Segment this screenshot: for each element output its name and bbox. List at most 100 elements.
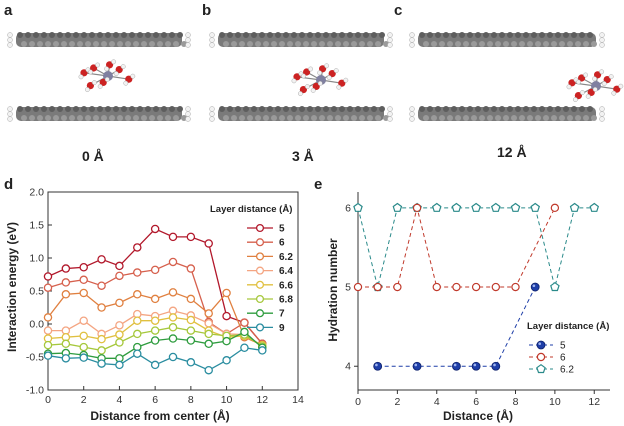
- carbon-atom: [165, 115, 171, 121]
- hydrogen-atom: [343, 77, 349, 83]
- hydrogen-atom: [301, 73, 306, 79]
- carbon-atom: [303, 115, 309, 121]
- data-point: [186, 358, 196, 367]
- hydrogen-atom: [310, 88, 316, 93]
- carbon-atom: [117, 41, 123, 47]
- carbon-atom: [161, 106, 167, 112]
- carbon-atom: [25, 106, 31, 112]
- legend-label: 5: [560, 341, 566, 352]
- carbon-atom: [173, 115, 179, 121]
- hydrogen-atom: [333, 68, 339, 74]
- carbon-atom: [133, 41, 139, 47]
- carbon-atom: [125, 115, 131, 121]
- carbon-atom: [77, 115, 83, 121]
- carbon-atom: [495, 115, 501, 121]
- carbon-atom: [37, 41, 43, 47]
- carbon-atom: [579, 106, 585, 112]
- data-point: [133, 349, 142, 358]
- data-point: [186, 232, 196, 242]
- carbon-atom: [29, 41, 35, 47]
- carbon-atom: [551, 41, 557, 47]
- carbon-atom: [169, 106, 175, 112]
- carbon-atom: [81, 106, 87, 112]
- carbon-atom: [543, 41, 549, 47]
- data-point: [536, 363, 546, 374]
- carbon-atom: [459, 106, 465, 112]
- oxygen-atom: [303, 68, 311, 76]
- carbon-atom: [227, 106, 233, 112]
- carbon-atom: [571, 32, 577, 38]
- x-tick-label: 4: [434, 396, 440, 408]
- data-point: [133, 268, 142, 277]
- carbon-atom: [85, 115, 91, 121]
- data-point: [43, 313, 53, 322]
- legend-label: 7: [279, 309, 285, 320]
- carbon-atom: [243, 106, 249, 112]
- carbon-atom: [491, 106, 497, 112]
- data-point: [97, 334, 106, 344]
- carbon-atom: [311, 115, 317, 121]
- carbon-atom: [307, 32, 313, 38]
- hydrogen-atom: [130, 73, 136, 79]
- carbon-atom: [495, 41, 501, 47]
- carbon-atom: [81, 32, 87, 38]
- y-tick-label: 0.5: [29, 286, 44, 298]
- graphene-sheet: [7, 32, 191, 48]
- hydrogen-atom: [95, 62, 101, 68]
- carbon-atom: [483, 106, 489, 112]
- carbon-atom: [375, 115, 381, 121]
- carbon-atom: [315, 32, 321, 38]
- data-point-highlight: [493, 363, 496, 367]
- legend-swatch-marker: [255, 309, 265, 318]
- carbon-atom: [535, 115, 541, 121]
- carbon-atom: [133, 115, 139, 121]
- legend-entry: 6: [529, 353, 566, 364]
- data-point: [115, 298, 124, 308]
- carbon-atom: [327, 115, 333, 121]
- carbon-atom: [291, 106, 297, 112]
- data-point: [168, 334, 178, 343]
- oxygen-atom: [299, 86, 307, 94]
- x-tick-label: 12: [256, 394, 268, 406]
- carbon-atom: [423, 41, 429, 47]
- data-point: [61, 264, 71, 273]
- data-point: [186, 294, 196, 304]
- data-point: [393, 282, 402, 292]
- carbon-atom: [323, 32, 329, 38]
- data-point: [204, 239, 213, 248]
- carbon-atom: [251, 32, 257, 38]
- y-tick-label: 2.0: [29, 187, 44, 199]
- data-point: [61, 278, 71, 287]
- carbon-atom: [379, 106, 385, 112]
- data-point: [432, 282, 441, 292]
- data-point: [168, 313, 178, 322]
- data-point: [97, 346, 106, 355]
- panel-a-label: a: [4, 2, 13, 19]
- data-point: [97, 255, 106, 264]
- carbon-atom: [515, 106, 521, 112]
- hydrogen-atom: [324, 63, 329, 69]
- ion-water-cluster: [566, 69, 624, 103]
- data-point: [258, 346, 267, 355]
- carbon-atom: [259, 106, 265, 112]
- carbon-atom: [519, 115, 525, 121]
- carbon-atom: [271, 115, 277, 121]
- carbon-atom: [507, 32, 513, 38]
- carbon-atom: [311, 41, 317, 47]
- chart-e-ylabel: Hydration number: [326, 238, 340, 342]
- data-point: [43, 340, 53, 350]
- data-point: [373, 361, 383, 371]
- carbon-atom: [319, 115, 325, 121]
- hydrogen-atom: [409, 116, 415, 122]
- carbon-atom: [247, 41, 253, 47]
- carbon-atom: [463, 41, 469, 47]
- legend-swatch-marker: [255, 280, 265, 289]
- data-point: [471, 361, 481, 371]
- data-point: [79, 342, 88, 352]
- data-point: [150, 336, 160, 345]
- series-line: [357, 207, 595, 288]
- carbon-atom: [267, 106, 273, 112]
- carbon-atom: [45, 41, 51, 47]
- oxygen-atom: [90, 64, 98, 72]
- carbon-atom: [379, 32, 385, 38]
